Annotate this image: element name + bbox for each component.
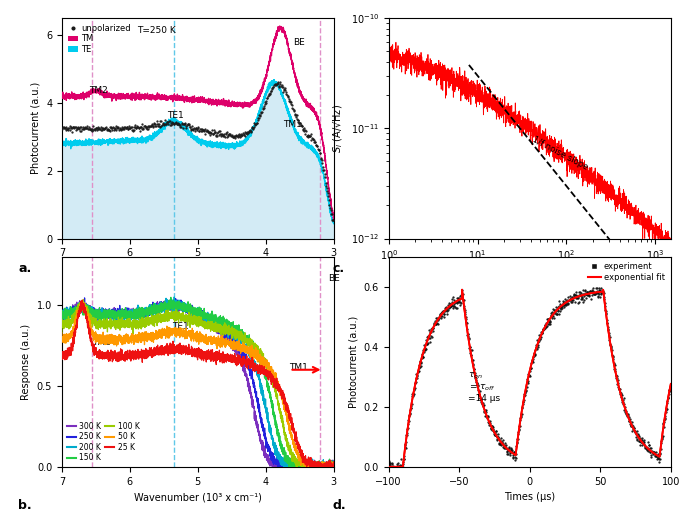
Text: c.: c. [332, 262, 345, 274]
Legend: 300 K, 250 K, 200 K, 150 K, 100 K, 50 K, 25 K: 300 K, 250 K, 200 K, 150 K, 100 K, 50 K,… [66, 421, 140, 463]
Text: d.: d. [332, 499, 346, 512]
Text: BE: BE [293, 38, 305, 47]
Text: TM1: TM1 [283, 120, 301, 129]
X-axis label: Wavenumber (10³ x cm⁻¹): Wavenumber (10³ x cm⁻¹) [134, 492, 261, 502]
Text: 1/f noise slope: 1/f noise slope [531, 135, 590, 172]
Text: TM1: TM1 [290, 363, 308, 372]
X-axis label: Times (µs): Times (µs) [504, 492, 555, 502]
Text: TM2: TM2 [92, 339, 111, 347]
Y-axis label: Response (a.u.): Response (a.u.) [21, 324, 31, 400]
X-axis label: Wavenumber (10³ x cm⁻¹): Wavenumber (10³ x cm⁻¹) [134, 264, 261, 274]
Text: a.: a. [19, 262, 32, 274]
Text: b.: b. [19, 499, 32, 512]
Text: BE: BE [328, 274, 340, 283]
Text: T=250 K: T=250 K [137, 26, 175, 35]
Y-axis label: Photocurrent (a.u.): Photocurrent (a.u.) [348, 315, 358, 408]
Legend: experiment, exponential fit: experiment, exponential fit [586, 261, 667, 284]
Text: TM2: TM2 [89, 86, 108, 94]
Text: TE1: TE1 [167, 111, 184, 120]
Legend: unpolarized, TM, TE: unpolarized, TM, TE [66, 22, 132, 56]
Text: $\tau_{on}$
$=\tau_{off}$
=14 µs: $\tau_{on}$ $=\tau_{off}$ =14 µs [468, 370, 499, 403]
Text: TE1: TE1 [172, 322, 189, 331]
Y-axis label: Photocurrent (a.u.): Photocurrent (a.u.) [30, 82, 41, 174]
X-axis label: Frequency (Hz): Frequency (Hz) [493, 268, 566, 278]
Y-axis label: $S_I$ (A/√Hz): $S_I$ (A/√Hz) [332, 104, 345, 153]
